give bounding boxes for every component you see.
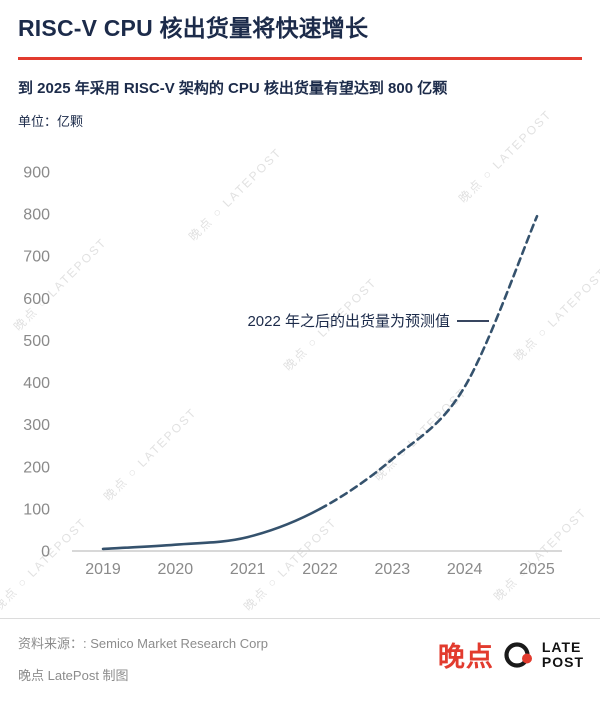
curve-forecast: [318, 214, 539, 511]
x-tick-label: 2022: [302, 561, 338, 578]
logo-en-line2: POST: [541, 653, 584, 670]
x-tick-label: 2023: [375, 561, 411, 578]
x-tick-label: 2020: [158, 561, 194, 578]
infographic-page: RISC-V CPU 核出货量将快速增长 到 2025 年采用 RISC-V 架…: [0, 14, 600, 706]
x-axis-labels: 2019 2020 2021 2022 2023 2024 2025: [85, 561, 555, 578]
x-tick-label: 2025: [519, 561, 555, 578]
chart-subtitle: 到 2025 年采用 RISC-V 架构的 CPU 核出货量有望达到 800 亿…: [18, 79, 448, 97]
y-tick-label: 700: [23, 249, 50, 266]
page-title: RISC-V CPU 核出货量将快速增长: [18, 15, 369, 41]
title-divider: [18, 56, 582, 60]
curve-actual: [101, 507, 322, 551]
y-tick-label: 400: [23, 375, 50, 392]
forecast-annotation: 2022 年之后的出货量为预测值: [247, 313, 450, 330]
logo-en-line1: LATE: [541, 639, 582, 656]
y-tick-label: 0: [41, 543, 50, 560]
y-tick-label: 900: [23, 164, 50, 181]
clock-dot: [521, 653, 532, 663]
latepost-logo: 晚点 LATE POST: [438, 635, 584, 674]
header: RISC-V CPU 核出货量将快速增长: [0, 14, 600, 44]
unit-label: 单位：亿颗: [18, 113, 84, 129]
clock-circle-icon: [504, 641, 532, 668]
y-tick-label: 600: [23, 291, 50, 308]
x-tick-label: 2019: [85, 561, 121, 578]
x-tick-label: 2024: [447, 561, 483, 578]
y-tick-label: 100: [23, 501, 50, 518]
y-tick-label: 300: [23, 417, 50, 434]
x-tick-label: 2021: [230, 561, 266, 578]
shipment-chart-svg: 0 100 200 300 400 500 600 700 800 900 2019 2020 202…: [23, 164, 562, 578]
logo-en-wordmark: LATE POST: [542, 640, 584, 669]
y-tick-label: 200: [23, 459, 50, 476]
y-tick-label: 800: [23, 207, 50, 224]
y-axis-labels: 0 100 200 300 400 500 600 700 800 900: [23, 164, 50, 560]
credit-note: 晚点 LatePost 制图: [18, 668, 129, 683]
y-tick-label: 500: [23, 333, 50, 350]
chart-area: 0 100 200 300 400 500 600 700 800 900 2019 2020 202…: [0, 107, 600, 614]
source-note: 资料来源：: Semico Market Research Corp: [18, 636, 268, 651]
footer: 资料来源：: Semico Market Research Corp 晚点 La…: [0, 618, 600, 706]
logo-cn-wordmark: 晚点: [437, 642, 494, 672]
